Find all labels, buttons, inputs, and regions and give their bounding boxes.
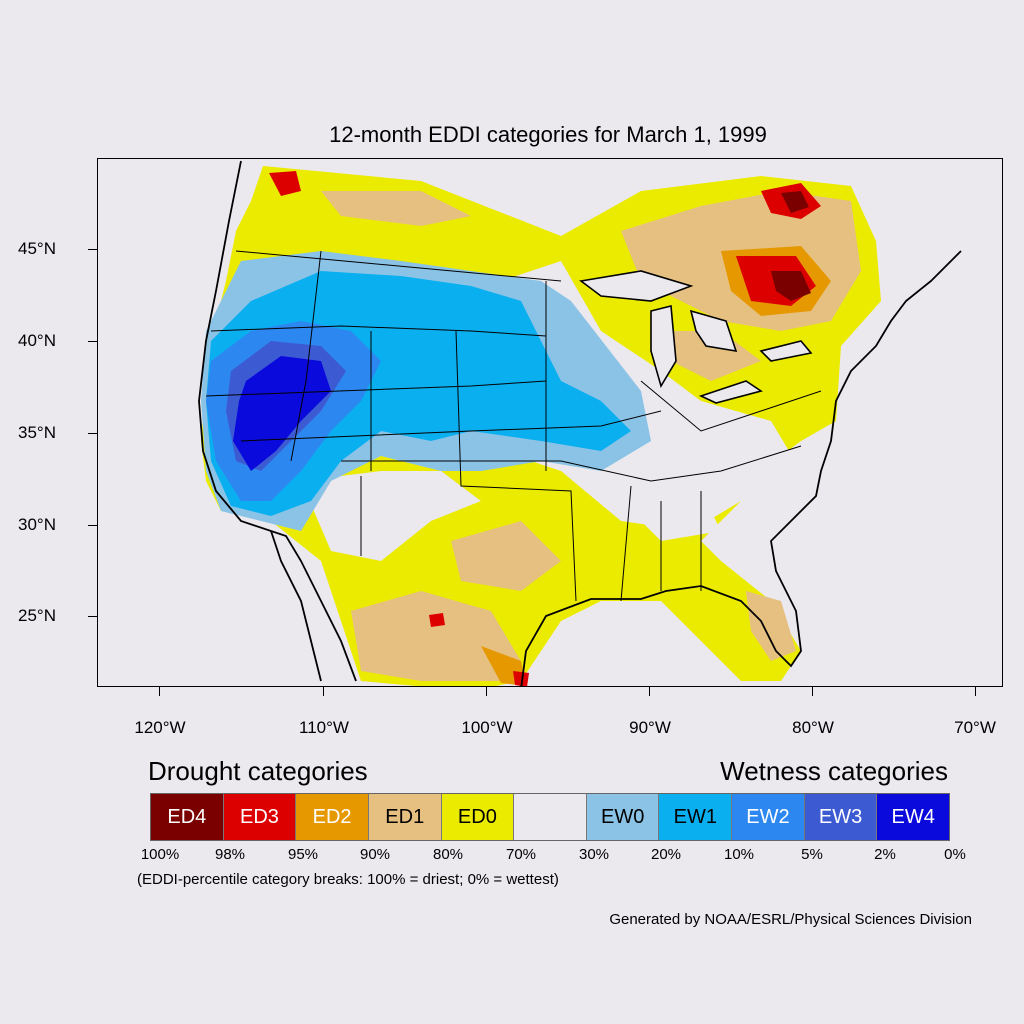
legend-neutral	[514, 794, 587, 840]
credit-line: Generated by NOAA/ESRL/Physical Sciences…	[609, 911, 972, 928]
lon-label-80: 80°W	[792, 718, 834, 737]
neutral-region	[631, 471, 721, 541]
lat-tick	[88, 249, 97, 250]
map-title: 12-month EDDI categories for March 1, 19…	[329, 122, 767, 147]
neutral-region	[301, 471, 481, 561]
legend-ed1: ED1	[368, 794, 442, 840]
legend-ed0: ED0	[441, 794, 515, 840]
legend-ew4: EW4	[877, 794, 950, 840]
ed3-region	[269, 171, 301, 196]
ed1-region	[451, 521, 561, 591]
lon-label-120: 120°W	[134, 718, 186, 737]
map-frame	[97, 158, 1003, 687]
legend-ew2: EW2	[732, 794, 805, 840]
wetness-categories-heading: Wetness categories	[720, 756, 948, 786]
lon-tick	[486, 687, 487, 696]
lon-label-100: 100°W	[461, 718, 513, 737]
state-borders	[205, 250, 822, 602]
percentile-break: 2%	[874, 846, 896, 863]
percentile-break: 95%	[287, 846, 319, 863]
lon-tick	[649, 687, 650, 696]
percentile-break: 70%	[505, 846, 537, 863]
percentile-break: 20%	[650, 846, 682, 863]
lon-tick	[323, 687, 324, 696]
percentile-break: 5%	[801, 846, 823, 863]
legend-ed2: ED2	[296, 794, 369, 840]
legend-ew0: EW0	[586, 794, 660, 840]
lat-tick	[88, 433, 97, 434]
lat-label-45: 45°N	[18, 239, 56, 258]
lat-tick	[88, 616, 97, 617]
lat-label-35: 35°N	[18, 423, 56, 442]
ed1-region	[351, 591, 521, 681]
ed3-region	[429, 613, 445, 627]
eddi-map	[198, 160, 962, 686]
percentile-break: 100%	[140, 846, 180, 863]
lat-label-40: 40°N	[18, 331, 56, 350]
ed1-region	[746, 591, 796, 661]
ed1-region	[321, 191, 471, 226]
legend-ew1: EW1	[659, 794, 733, 840]
lat-tick	[88, 525, 97, 526]
legend-ew3: EW3	[804, 794, 878, 840]
coastline	[198, 160, 962, 686]
ew4-region	[233, 356, 331, 471]
percentile-break: 90%	[359, 846, 391, 863]
ed3-region	[513, 671, 529, 686]
lon-label-110: 110°W	[299, 718, 349, 737]
legend-color-bar: ED4 ED3 ED2 ED1 ED0 EW0 EW1 EW2 EW3 EW4	[150, 793, 950, 841]
lon-label-90: 90°W	[629, 718, 671, 737]
lon-tick	[812, 687, 813, 696]
lon-tick	[159, 687, 160, 696]
percentile-break: 30%	[578, 846, 610, 863]
ed4-region	[781, 191, 809, 213]
breaks-note: (EDDI-percentile category breaks: 100% =…	[137, 871, 559, 888]
percentile-break: 80%	[432, 846, 464, 863]
lat-label-25: 25°N	[18, 606, 56, 625]
lon-tick	[975, 687, 976, 696]
legend-ed4: ED4	[151, 794, 224, 840]
ed4-region	[771, 271, 811, 301]
lat-tick	[88, 341, 97, 342]
great-lakes	[579, 270, 813, 404]
lat-label-30: 30°N	[18, 515, 56, 534]
ed1-region	[661, 331, 761, 381]
legend-ed3: ED3	[223, 794, 297, 840]
percentile-break: 98%	[214, 846, 246, 863]
percentile-break: 0%	[944, 846, 966, 863]
percentile-break: 10%	[723, 846, 755, 863]
drought-categories-heading: Drought categories	[148, 756, 368, 786]
lon-label-70: 70°W	[954, 718, 996, 737]
